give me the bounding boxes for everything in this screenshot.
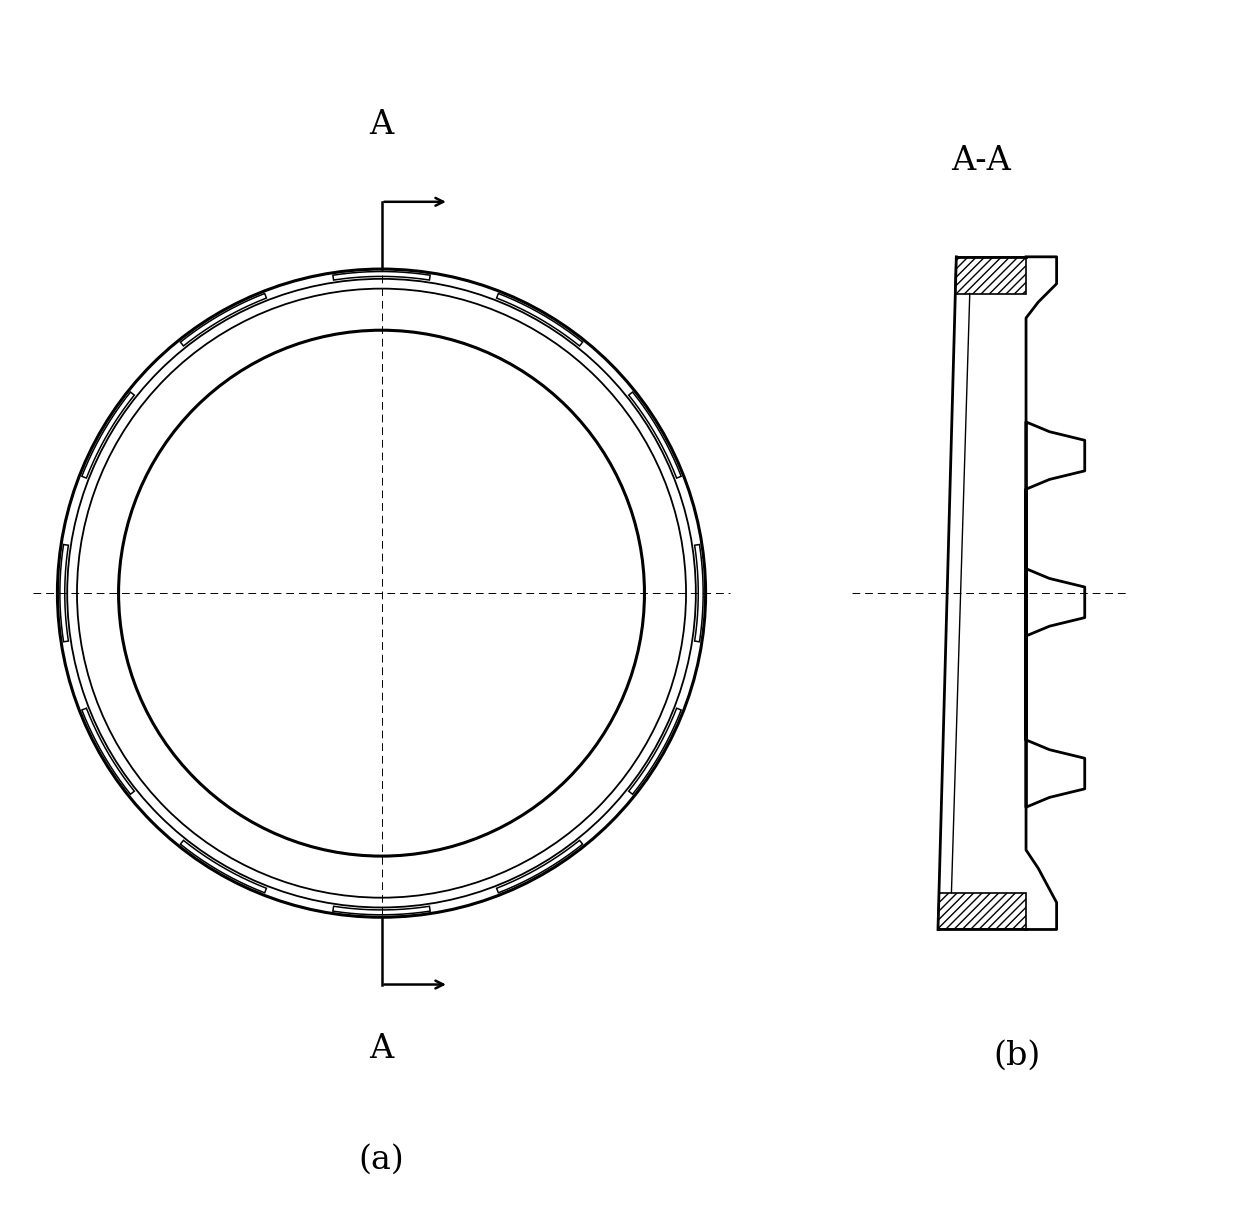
Polygon shape [937, 893, 1025, 929]
Polygon shape [180, 840, 267, 893]
Text: A: A [370, 109, 393, 141]
Text: (a): (a) [358, 1144, 404, 1175]
Polygon shape [496, 840, 583, 893]
Polygon shape [82, 393, 134, 478]
Polygon shape [82, 708, 134, 794]
Polygon shape [496, 294, 583, 346]
Polygon shape [60, 544, 68, 642]
Polygon shape [629, 393, 681, 478]
Polygon shape [180, 294, 267, 346]
Polygon shape [332, 272, 430, 280]
Polygon shape [955, 257, 1025, 294]
Polygon shape [694, 544, 703, 642]
Text: (b): (b) [993, 1040, 1042, 1071]
Polygon shape [332, 906, 430, 915]
Text: A: A [370, 1033, 393, 1065]
Text: A-A: A-A [951, 146, 1011, 177]
Polygon shape [629, 708, 681, 794]
